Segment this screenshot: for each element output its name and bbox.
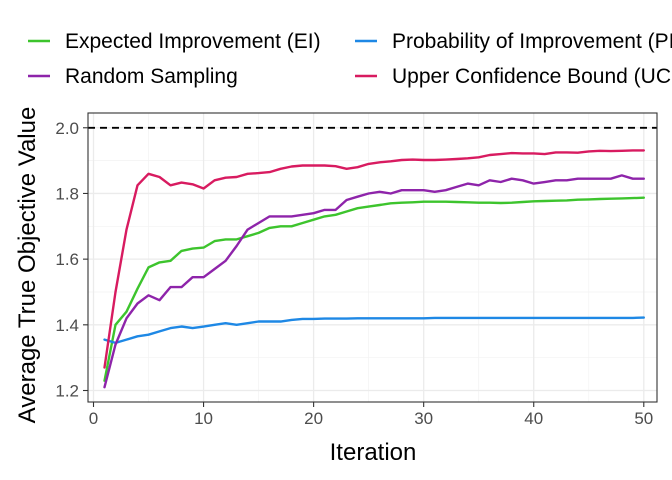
y-tick-label: 2.0 (55, 119, 79, 138)
legend-label-3: Upper Confidence Bound (UCB) (392, 65, 672, 88)
legend-label-2: Random Sampling (65, 65, 238, 88)
x-tick-label: 50 (634, 409, 653, 428)
x-tick-label: 40 (524, 409, 543, 428)
x-tick-label: 0 (89, 409, 98, 428)
legend-label-0: Expected Improvement (EI) (65, 30, 321, 53)
y-axis-title: Average True Objective Value (14, 107, 41, 424)
legend: Expected Improvement (EI) Random Sampling… (28, 30, 672, 88)
series-line-1 (103, 316, 645, 345)
series-line-2 (103, 174, 645, 389)
panel-border (87, 112, 658, 403)
legend-label-1: Probability of Improvement (PI) (392, 30, 672, 53)
axes: 0 10 20 30 40 50 1.2 1.4 1.6 1.8 2.0 (55, 112, 658, 428)
series-line-0 (103, 196, 645, 382)
y-tick-label: 1.6 (55, 250, 79, 269)
series-line-3 (103, 149, 645, 369)
plot-panel (88, 113, 657, 402)
y-tick-label: 1.4 (55, 316, 79, 335)
y-tick-label: 1.2 (55, 382, 79, 401)
y-tick-label: 1.8 (55, 184, 79, 203)
series-lines (103, 149, 645, 389)
x-tick-label: 10 (194, 409, 213, 428)
x-axis-title: Iteration (330, 439, 417, 466)
x-tick-label: 30 (414, 409, 433, 428)
x-tick-label: 20 (304, 409, 323, 428)
